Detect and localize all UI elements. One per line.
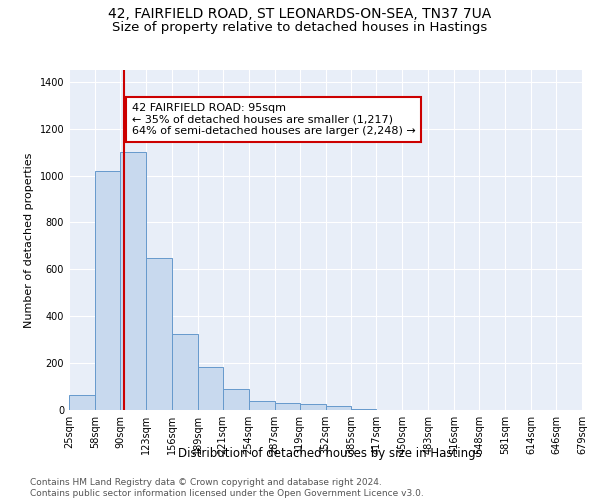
Text: Size of property relative to detached houses in Hastings: Size of property relative to detached ho… <box>112 21 488 34</box>
Bar <box>172 334 197 410</box>
Bar <box>69 395 95 410</box>
Bar <box>275 403 299 410</box>
Bar <box>120 152 146 410</box>
Bar <box>197 366 223 410</box>
Text: Contains HM Land Registry data © Crown copyright and database right 2024.
Contai: Contains HM Land Registry data © Crown c… <box>30 478 424 498</box>
Bar <box>146 258 172 410</box>
Bar <box>223 389 248 410</box>
Bar <box>325 406 352 410</box>
Bar <box>248 400 275 410</box>
Bar <box>352 409 376 410</box>
Text: Distribution of detached houses by size in Hastings: Distribution of detached houses by size … <box>178 448 482 460</box>
Bar <box>95 171 120 410</box>
Text: 42 FAIRFIELD ROAD: 95sqm
← 35% of detached houses are smaller (1,217)
64% of sem: 42 FAIRFIELD ROAD: 95sqm ← 35% of detach… <box>132 103 416 136</box>
Y-axis label: Number of detached properties: Number of detached properties <box>24 152 34 328</box>
Bar <box>299 404 325 410</box>
Text: 42, FAIRFIELD ROAD, ST LEONARDS-ON-SEA, TN37 7UA: 42, FAIRFIELD ROAD, ST LEONARDS-ON-SEA, … <box>109 8 491 22</box>
